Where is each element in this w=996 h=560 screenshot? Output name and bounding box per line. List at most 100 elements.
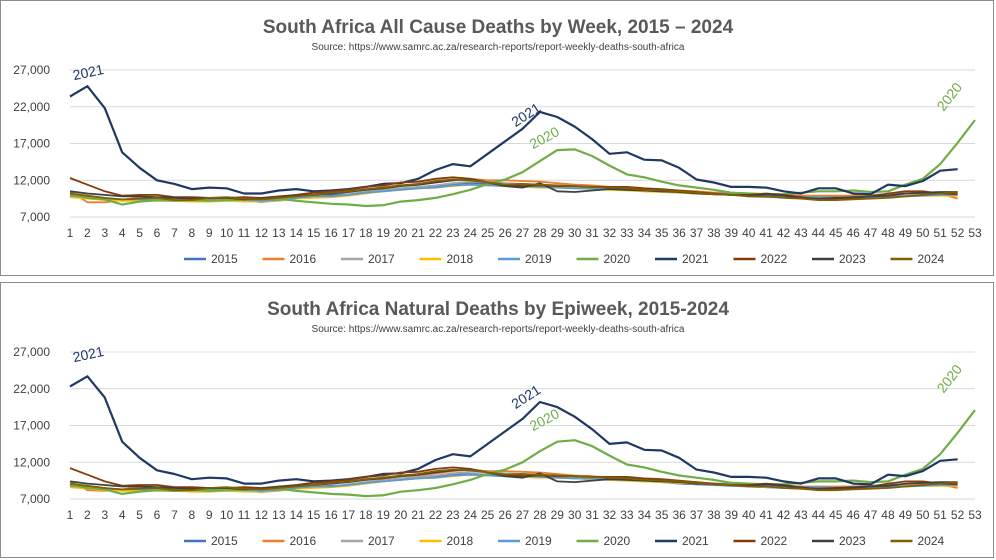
y-tick-label: 7,000 [20,210,50,224]
x-tick-label: 4 [119,508,126,522]
y-tick-label: 27,000 [13,345,50,359]
legend-label-2017: 2017 [368,252,395,266]
x-tick-label: 36 [672,226,686,240]
x-tick-label: 33 [620,226,634,240]
x-tick-label: 46 [846,226,860,240]
x-tick-label: 37 [690,508,704,522]
x-tick-label: 21 [411,226,425,240]
x-tick-label: 16 [324,508,338,522]
x-tick-label: 23 [446,226,460,240]
x-tick-label: 36 [672,508,686,522]
x-tick-label: 17 [342,226,356,240]
x-tick-label: 15 [307,226,321,240]
chart-panel-natural: South Africa Natural Deaths by Epiweek, … [0,282,994,558]
y-tick-label: 12,000 [13,455,50,469]
x-tick-label: 32 [603,508,617,522]
x-tick-label: 3 [101,508,108,522]
series-line-2021 [69,375,958,486]
chart-natural-deaths: South Africa Natural Deaths by Epiweek, … [13,299,982,548]
x-tick-label: 14 [290,508,304,522]
legend-label-2022: 2022 [761,534,788,548]
legend-label-2023: 2023 [839,252,866,266]
x-tick-label: 6 [154,508,161,522]
x-tick-label: 43 [794,508,808,522]
x-tick-label: 51 [934,226,948,240]
x-tick-label: 22 [429,226,443,240]
x-tick-label: 42 [777,508,791,522]
x-tick-label: 42 [777,226,791,240]
x-tick-label: 40 [742,508,756,522]
x-tick-label: 52 [951,226,965,240]
x-tick-label: 18 [359,226,373,240]
x-tick-label: 53 [968,508,982,522]
x-tick-label: 47 [864,226,878,240]
x-tick-label: 11 [238,508,251,522]
y-tick-label: 7,000 [20,492,50,506]
x-tick-label: 38 [707,226,721,240]
x-tick-label: 25 [481,508,495,522]
x-tick-label: 29 [551,226,565,240]
series-line-2020 [69,409,976,498]
x-tick-label: 41 [759,226,773,240]
x-tick-label: 8 [188,226,195,240]
x-tick-label: 3 [101,226,108,240]
x-tick-label: 50 [916,226,930,240]
x-tick-label: 30 [568,508,582,522]
annotation-label: 2021 [508,381,543,411]
x-tick-label: 9 [206,508,213,522]
legend-label-2015: 2015 [211,534,238,548]
x-tick-label: 25 [481,226,495,240]
legend-label-2018: 2018 [447,252,474,266]
annotation-label: 2021 [71,61,105,83]
x-tick-label: 13 [272,226,286,240]
x-tick-label: 7 [171,508,178,522]
legend-label-2015: 2015 [211,252,238,266]
x-tick-label: 16 [324,226,338,240]
annotation-label: 2020 [527,123,562,152]
annotation-label: 2020 [933,79,965,114]
series-line-2021 [69,85,958,196]
legend-label-2020: 2020 [604,252,631,266]
x-tick-label: 48 [881,508,895,522]
x-tick-label: 21 [411,508,425,522]
x-tick-label: 35 [655,226,669,240]
x-tick-label: 41 [759,508,773,522]
x-tick-label: 2 [84,226,91,240]
chart-panel-all-cause: South Africa All Cause Deaths by Week, 2… [0,0,994,276]
x-tick-label: 53 [968,226,982,240]
x-tick-label: 15 [307,508,321,522]
x-tick-label: 52 [951,508,965,522]
x-tick-label: 31 [585,508,599,522]
x-tick-label: 1 [67,508,74,522]
x-tick-label: 49 [899,508,913,522]
x-tick-label: 18 [359,508,373,522]
legend-label-2016: 2016 [290,252,317,266]
x-tick-label: 28 [533,508,547,522]
x-tick-label: 9 [206,226,213,240]
legend-label-2023: 2023 [839,534,866,548]
x-tick-label: 23 [446,508,460,522]
x-tick-label: 4 [119,226,126,240]
series-line-2024 [69,178,958,201]
x-tick-label: 28 [533,226,547,240]
x-tick-label: 2 [84,508,91,522]
annotation-label: 2020 [933,361,965,396]
legend-label-2017: 2017 [368,534,395,548]
chart-title: South Africa Natural Deaths by Epiweek, … [267,299,729,320]
x-tick-label: 13 [272,508,286,522]
x-tick-label: 20 [394,508,408,522]
chart-subtitle: Source: https://www.samrc.ac.za/research… [312,324,685,335]
x-tick-label: 37 [690,226,704,240]
y-tick-label: 17,000 [13,137,50,151]
x-tick-label: 27 [516,226,530,240]
x-tick-label: 34 [638,226,652,240]
x-tick-label: 11 [238,226,251,240]
legend-label-2016: 2016 [290,534,317,548]
x-tick-label: 12 [255,508,269,522]
x-tick-label: 14 [290,226,304,240]
x-tick-label: 51 [934,508,948,522]
x-tick-label: 30 [568,226,582,240]
x-tick-label: 45 [829,508,843,522]
x-tick-label: 49 [899,226,913,240]
x-tick-label: 43 [794,226,808,240]
